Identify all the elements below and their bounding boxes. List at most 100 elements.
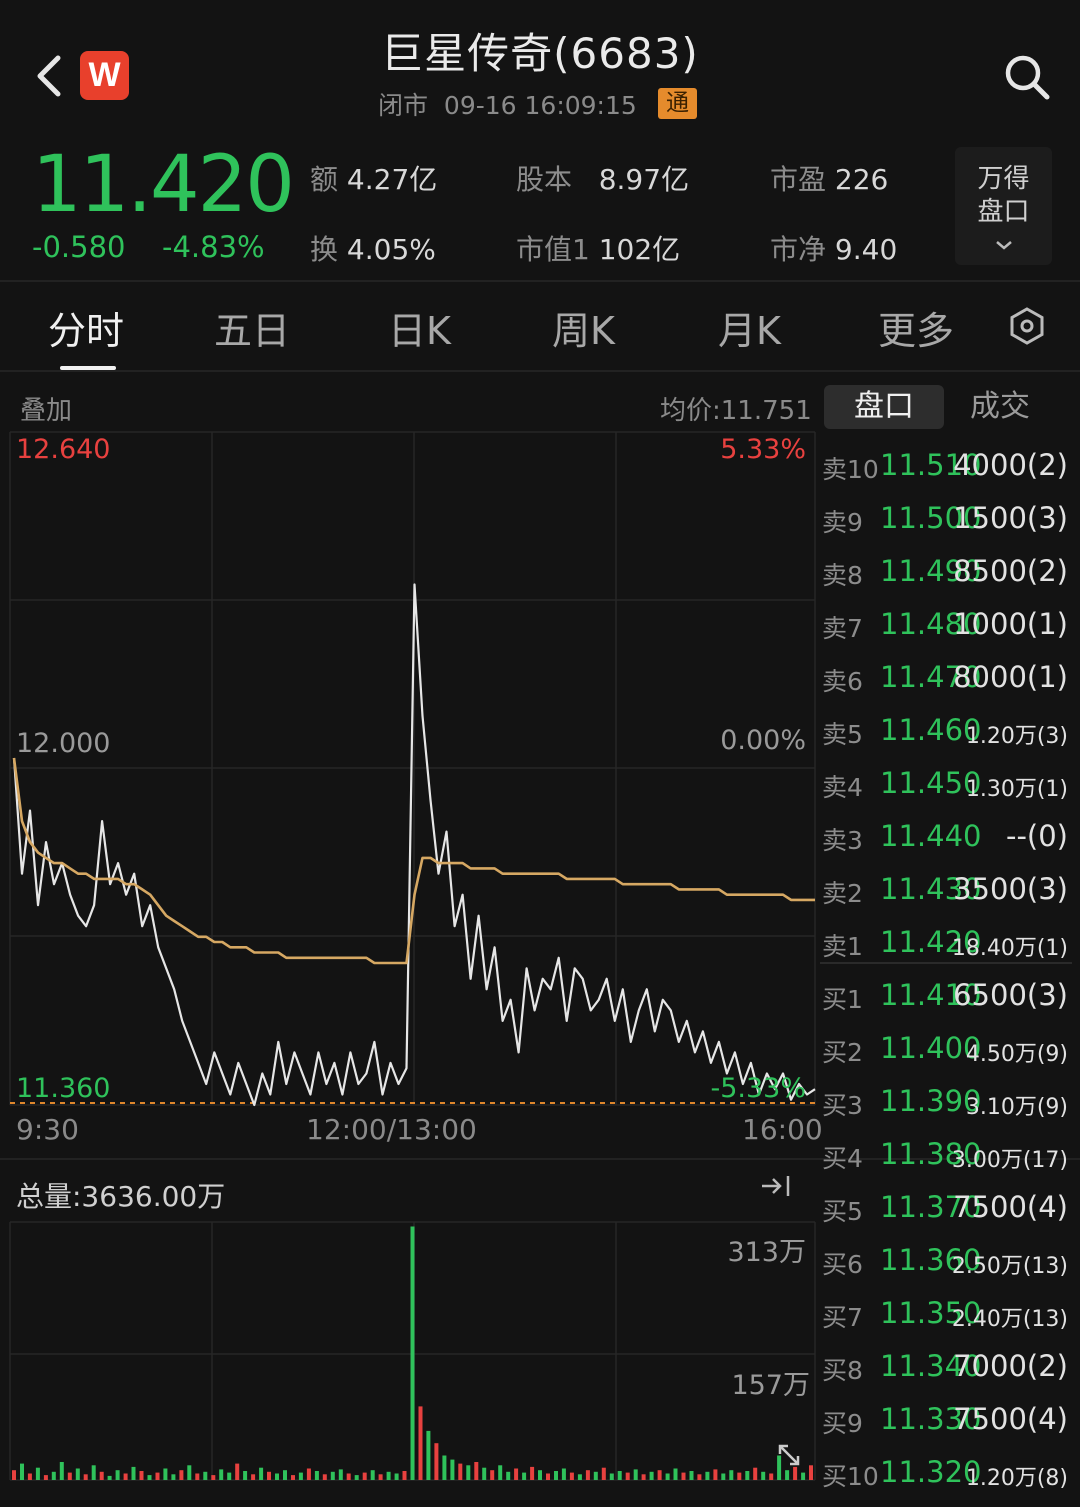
volume-bar — [538, 1470, 542, 1480]
ask-row[interactable]: 卖10 11.510 4000(2) — [822, 440, 1072, 493]
volume-bar — [187, 1465, 192, 1480]
ask-row[interactable]: 卖3 11.440 --(0) — [822, 811, 1072, 864]
bid-row[interactable]: 买1 11.410 6500(3) — [822, 970, 1072, 1023]
app-logo-icon[interactable]: W — [80, 51, 129, 100]
volume-bar — [155, 1472, 160, 1480]
volume-bar — [362, 1472, 367, 1480]
bid-price: 11.390 — [880, 1084, 982, 1118]
volume-bar — [458, 1463, 463, 1480]
volume-mid-label: 157万 — [731, 1370, 810, 1401]
bid-quantity: 1.20万(8) — [965, 1466, 1068, 1491]
volume-bar — [12, 1470, 16, 1480]
volume-bar — [43, 1475, 48, 1480]
overlay-button[interactable]: 叠加 — [20, 396, 73, 426]
volume-top-label: 313万 — [727, 1237, 806, 1268]
price-change-pct: -4.83% — [162, 230, 265, 264]
ask-quantity: 4000(2) — [953, 448, 1068, 482]
volume-bar — [585, 1470, 590, 1480]
tab-intraday[interactable]: 分时 — [48, 309, 125, 353]
tab-daily-k[interactable]: 日K — [388, 309, 451, 353]
ask-row[interactable]: 卖1 11.420 18.40万(1) — [822, 917, 1072, 970]
volume-bar — [219, 1469, 224, 1480]
volume-bar — [809, 1465, 813, 1480]
bid-row[interactable]: 买2 11.400 4.50万(9) — [822, 1023, 1072, 1076]
market-status: 闭市 09-16 16:09:15 — [378, 86, 637, 122]
expand-right-icon[interactable] — [760, 1172, 792, 1200]
bid-level-label: 买10 — [822, 1462, 879, 1491]
volume-bar — [498, 1465, 503, 1480]
volume-chart — [9, 1221, 816, 1481]
volume-bar — [27, 1473, 32, 1480]
bid-row[interactable]: 买8 11.340 7000(2) — [822, 1341, 1072, 1394]
bid-level-label: 买3 — [822, 1091, 863, 1120]
bid-row[interactable]: 买5 11.370 7500(4) — [822, 1182, 1072, 1235]
stat-pb-label: 市净 — [770, 233, 827, 266]
tab-monthly-k[interactable]: 月K — [718, 309, 781, 353]
tab-trades[interactable]: 成交 — [970, 389, 1030, 424]
bid-quantity: 2.40万(13) — [951, 1307, 1068, 1332]
volume-bar — [267, 1471, 271, 1480]
ask-quantity: 3500(3) — [953, 872, 1068, 906]
ask-quantity: 8500(2) — [953, 554, 1068, 588]
volume-bar — [251, 1474, 256, 1480]
page-title: 巨星传奇(6683) — [381, 29, 699, 78]
ask-price: 11.500 — [880, 501, 982, 535]
bid-row[interactable]: 买6 11.360 2.50万(13) — [822, 1235, 1072, 1288]
fullscreen-icon[interactable] — [774, 1440, 804, 1470]
volume-bar — [275, 1473, 279, 1480]
volume-bar — [123, 1473, 128, 1480]
volume-bar — [729, 1470, 734, 1480]
volume-bar — [625, 1472, 630, 1480]
volume-bar — [314, 1471, 319, 1480]
tab-five-day[interactable]: 五日 — [214, 309, 291, 353]
bid-row[interactable]: 买10 11.320 1.20万(8) — [822, 1447, 1072, 1500]
ask-row[interactable]: 卖4 11.450 1.30万(1) — [822, 758, 1072, 811]
x-axis-label-close: 16:00 — [742, 1113, 823, 1146]
bid-row[interactable]: 买9 11.330 7500(4) — [822, 1394, 1072, 1447]
x-axis-label-midday: 12:00/13:00 — [306, 1113, 477, 1146]
back-arrow-icon[interactable] — [30, 50, 70, 102]
ask-row[interactable]: 卖9 11.500 1500(3) — [822, 493, 1072, 546]
connect-badge: 通 — [658, 88, 697, 119]
ask-level-label: 卖6 — [822, 667, 863, 696]
volume-bar — [179, 1470, 184, 1480]
bid-row[interactable]: 买3 11.390 3.10万(9) — [822, 1076, 1072, 1129]
bid-row[interactable]: 买7 11.350 2.40万(13) — [822, 1288, 1072, 1341]
y-axis-bottom-label: 11.360 — [16, 1073, 111, 1104]
wind-orderbook-button[interactable]: 万得 盘口 — [955, 147, 1052, 265]
ask-level-label: 卖8 — [822, 561, 863, 590]
bid-row[interactable]: 买4 11.380 3.00万(17) — [822, 1129, 1072, 1182]
market-datetime: 09-16 16:09:15 — [443, 91, 637, 120]
volume-bar — [785, 1470, 790, 1480]
volume-bar — [35, 1467, 40, 1480]
stat-turnover-label: 换 — [310, 233, 339, 266]
tab-weekly-k[interactable]: 周K — [552, 309, 615, 353]
ask-row[interactable]: 卖7 11.480 1000(1) — [822, 599, 1072, 652]
intraday-price-chart[interactable] — [0, 430, 820, 1160]
stat-amount-value: 4.27亿 — [346, 163, 438, 196]
volume-bar — [569, 1472, 574, 1480]
settings-icon[interactable] — [1008, 307, 1046, 345]
bid-level-label: 买1 — [822, 985, 863, 1014]
volume-bar — [107, 1475, 112, 1480]
ask-level-label: 卖2 — [822, 879, 863, 908]
ask-level-label: 卖3 — [822, 826, 863, 855]
stat-shares-value: 8.97亿 — [598, 163, 690, 196]
stat-turnover: 换 4.05% — [310, 228, 436, 268]
volume-bar — [378, 1474, 383, 1480]
tab-more[interactable]: 更多 — [878, 309, 955, 353]
volume-bar — [283, 1470, 287, 1480]
ask-row[interactable]: 卖8 11.490 8500(2) — [822, 546, 1072, 599]
ask-row[interactable]: 卖6 11.470 8000(1) — [822, 652, 1072, 705]
volume-bar — [681, 1472, 686, 1480]
ask-row[interactable]: 卖2 11.430 3500(3) — [822, 864, 1072, 917]
ask-row[interactable]: 卖5 11.460 1.20万(3) — [822, 705, 1072, 758]
tab-orderbook[interactable]: 盘口 — [824, 385, 944, 429]
bid-price: 11.320 — [880, 1455, 982, 1489]
volume-bar — [442, 1455, 447, 1480]
volume-bar — [298, 1472, 303, 1480]
total-volume: 总量:3636.00万 — [16, 1180, 226, 1213]
y-axis-top-pct-label: 5.33% — [720, 434, 806, 465]
volume-bar — [147, 1475, 152, 1480]
search-icon[interactable] — [1002, 52, 1052, 102]
